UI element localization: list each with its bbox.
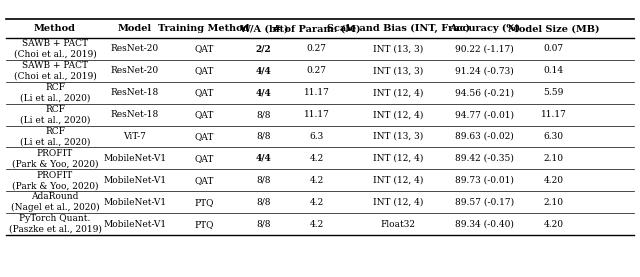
Text: 6.30: 6.30 bbox=[543, 132, 564, 141]
Text: INT (13, 3): INT (13, 3) bbox=[373, 66, 424, 75]
Text: SAWB + PACT
(Choi et al., 2019): SAWB + PACT (Choi et al., 2019) bbox=[13, 39, 97, 58]
Text: 0.27: 0.27 bbox=[307, 44, 327, 53]
Text: Accuracy (%): Accuracy (%) bbox=[449, 24, 520, 33]
Text: Training Method: Training Method bbox=[158, 24, 250, 33]
Text: MobileNet-V1: MobileNet-V1 bbox=[104, 176, 166, 185]
Text: 90.22 (-1.17): 90.22 (-1.17) bbox=[455, 44, 514, 53]
Text: 4.2: 4.2 bbox=[310, 154, 324, 163]
Text: INT (13, 3): INT (13, 3) bbox=[373, 132, 424, 141]
Text: SAWB + PACT
(Choi et al., 2019): SAWB + PACT (Choi et al., 2019) bbox=[13, 61, 97, 80]
Text: ResNet-20: ResNet-20 bbox=[111, 66, 159, 75]
Text: INT (12, 4): INT (12, 4) bbox=[373, 110, 424, 119]
Text: 8/8: 8/8 bbox=[256, 198, 271, 207]
Text: INT (12, 4): INT (12, 4) bbox=[373, 176, 424, 185]
Text: PROFIT
(Park & Yoo, 2020): PROFIT (Park & Yoo, 2020) bbox=[12, 171, 99, 190]
Text: ResNet-18: ResNet-18 bbox=[111, 88, 159, 97]
Text: 11.17: 11.17 bbox=[541, 110, 566, 119]
Text: ResNet-18: ResNet-18 bbox=[111, 110, 159, 119]
Text: 4/4: 4/4 bbox=[255, 88, 271, 97]
Text: 0.27: 0.27 bbox=[307, 66, 327, 75]
Text: 11.17: 11.17 bbox=[304, 110, 330, 119]
Text: QAT: QAT bbox=[195, 154, 214, 163]
Text: 2.10: 2.10 bbox=[543, 154, 564, 163]
Text: 2/2: 2/2 bbox=[255, 44, 271, 53]
Text: # of Param. (M): # of Param. (M) bbox=[273, 24, 360, 33]
Text: QAT: QAT bbox=[195, 88, 214, 97]
Text: 91.24 (-0.73): 91.24 (-0.73) bbox=[455, 66, 514, 75]
Text: Model: Model bbox=[118, 24, 152, 33]
Text: MobileNet-V1: MobileNet-V1 bbox=[104, 198, 166, 207]
Text: INT (12, 4): INT (12, 4) bbox=[373, 198, 424, 207]
Text: 4/4: 4/4 bbox=[255, 154, 271, 163]
Text: 2.10: 2.10 bbox=[543, 198, 564, 207]
Text: 4.2: 4.2 bbox=[310, 220, 324, 229]
Text: Float32: Float32 bbox=[381, 220, 416, 229]
Text: PTQ: PTQ bbox=[194, 198, 214, 207]
Text: RCF
(Li et al., 2020): RCF (Li et al., 2020) bbox=[20, 127, 90, 146]
Text: AdaRound
(Nagel et al., 2020): AdaRound (Nagel et al., 2020) bbox=[11, 193, 99, 212]
Text: Scale and Bias (INT, Frac): Scale and Bias (INT, Frac) bbox=[327, 24, 470, 33]
Text: RCF
(Li et al., 2020): RCF (Li et al., 2020) bbox=[20, 105, 90, 124]
Text: 0.14: 0.14 bbox=[543, 66, 564, 75]
Text: 89.63 (-0.02): 89.63 (-0.02) bbox=[455, 132, 514, 141]
Text: Method: Method bbox=[34, 24, 76, 33]
Text: 89.34 (-0.40): 89.34 (-0.40) bbox=[455, 220, 514, 229]
Text: Model Size (MB): Model Size (MB) bbox=[508, 24, 600, 33]
Text: 8/8: 8/8 bbox=[256, 176, 271, 185]
Text: QAT: QAT bbox=[195, 132, 214, 141]
Text: 4.20: 4.20 bbox=[543, 176, 564, 185]
Text: 89.42 (-0.35): 89.42 (-0.35) bbox=[455, 154, 514, 163]
Text: INT (13, 3): INT (13, 3) bbox=[373, 44, 424, 53]
Text: PROFIT
(Park & Yoo, 2020): PROFIT (Park & Yoo, 2020) bbox=[12, 149, 99, 168]
Text: MobileNet-V1: MobileNet-V1 bbox=[104, 220, 166, 229]
Text: 8/8: 8/8 bbox=[256, 110, 271, 119]
Text: INT (12, 4): INT (12, 4) bbox=[373, 88, 424, 97]
Text: 8/8: 8/8 bbox=[256, 220, 271, 229]
Text: INT (12, 4): INT (12, 4) bbox=[373, 154, 424, 163]
Text: QAT: QAT bbox=[195, 110, 214, 119]
Text: 6.3: 6.3 bbox=[310, 132, 324, 141]
Text: 4.2: 4.2 bbox=[310, 176, 324, 185]
Text: MobileNet-V1: MobileNet-V1 bbox=[104, 154, 166, 163]
Text: 5.59: 5.59 bbox=[543, 88, 564, 97]
Text: 94.77 (-0.01): 94.77 (-0.01) bbox=[455, 110, 514, 119]
Text: W/A (bit): W/A (bit) bbox=[239, 24, 288, 33]
Text: QAT: QAT bbox=[195, 176, 214, 185]
Text: PyTorch Quant.
(Paszke et al., 2019): PyTorch Quant. (Paszke et al., 2019) bbox=[8, 214, 102, 234]
Text: 89.57 (-0.17): 89.57 (-0.17) bbox=[455, 198, 514, 207]
Text: 0.07: 0.07 bbox=[543, 44, 564, 53]
Text: PTQ: PTQ bbox=[194, 220, 214, 229]
Text: RCF
(Li et al., 2020): RCF (Li et al., 2020) bbox=[20, 83, 90, 102]
Text: 4/4: 4/4 bbox=[255, 66, 271, 75]
Text: QAT: QAT bbox=[195, 44, 214, 53]
Text: ViT-7: ViT-7 bbox=[124, 132, 147, 141]
Text: ResNet-20: ResNet-20 bbox=[111, 44, 159, 53]
Text: QAT: QAT bbox=[195, 66, 214, 75]
Text: 11.17: 11.17 bbox=[304, 88, 330, 97]
Text: 94.56 (-0.21): 94.56 (-0.21) bbox=[455, 88, 514, 97]
Text: 4.20: 4.20 bbox=[543, 220, 564, 229]
Text: 89.73 (-0.01): 89.73 (-0.01) bbox=[455, 176, 514, 185]
Text: 8/8: 8/8 bbox=[256, 132, 271, 141]
Text: 4.2: 4.2 bbox=[310, 198, 324, 207]
